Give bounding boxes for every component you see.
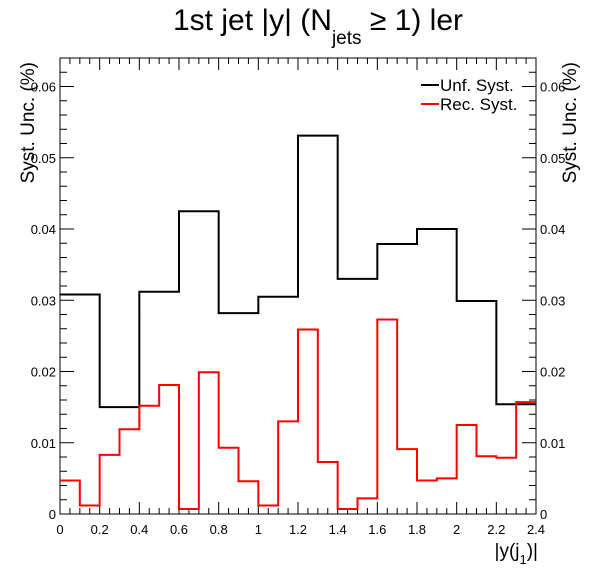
- x-tick-label: 0.2: [91, 522, 109, 537]
- chart-title: 1st jet |y| (Njets ≥ 1) ler: [173, 4, 463, 49]
- x-tick-label: 2.2: [487, 522, 505, 537]
- y-tick-label-right: 0: [540, 507, 547, 522]
- y-tick-label-right: 0.02: [540, 365, 565, 380]
- series-line-rec-syst: [60, 318, 536, 511]
- title-subscript: jets: [331, 28, 362, 49]
- x-tick-label: 1.2: [289, 522, 307, 537]
- y-tick-label-right: 0.06: [540, 80, 565, 95]
- legend-label: Unf. Syst.: [440, 76, 514, 95]
- y-tick-label-left: 0.02: [31, 365, 56, 380]
- y-tick-label-left: 0.05: [31, 151, 56, 166]
- y-tick-label-right: 0.01: [540, 436, 565, 451]
- x-tick-label: 1.8: [408, 522, 426, 537]
- y-tick-label-right: 0.05: [540, 151, 565, 166]
- x-tick-label: 1.4: [329, 522, 347, 537]
- y-axis-label-right: Syst. Unc. (%): [560, 62, 581, 183]
- x-axis-label-subscript: 1: [520, 552, 527, 567]
- x-tick-label: 0.4: [130, 522, 148, 537]
- y-tick-label-left: 0.04: [31, 222, 56, 237]
- legend-label: Rec. Syst.: [440, 95, 517, 114]
- y-tick-label-right: 0.03: [540, 293, 565, 308]
- x-tick-label: 0: [56, 522, 63, 537]
- x-tick-label: 0.6: [170, 522, 188, 537]
- x-axis-label-end: )|: [527, 541, 538, 562]
- y-tick-label-left: 0.06: [31, 80, 56, 95]
- x-axis-label: |y(j1)|: [495, 541, 538, 567]
- y-tick-label-right: 0.04: [540, 222, 565, 237]
- title-suffix: ≥ 1) ler: [362, 4, 463, 37]
- axis-ticks: 0 0.2 0.4 0.6 0.8 1 1.2 1.4 1.6 1.8 2 2.2 2.40 00.01 0…: [31, 57, 565, 537]
- x-axis-label-main: |y(j: [495, 541, 520, 562]
- x-tick-label: 1: [255, 522, 262, 537]
- x-tick-label: 0.8: [210, 522, 228, 537]
- y-tick-label-left: 0: [49, 507, 56, 522]
- series-line-unf-syst: [60, 134, 536, 409]
- x-tick-label: 2: [453, 522, 460, 537]
- y-tick-label-left: 0.03: [31, 293, 56, 308]
- title-prefix: 1st jet |y| (N: [173, 4, 332, 37]
- legend: Unf. Syst.Rec. Syst.: [421, 76, 517, 114]
- data-series: [60, 134, 536, 511]
- x-tick-label: 1.6: [368, 522, 386, 537]
- x-tick-label: 2.4: [527, 522, 545, 537]
- y-tick-label-left: 0.01: [31, 436, 56, 451]
- y-axis-label-left: Syst. Unc. (%): [18, 62, 39, 183]
